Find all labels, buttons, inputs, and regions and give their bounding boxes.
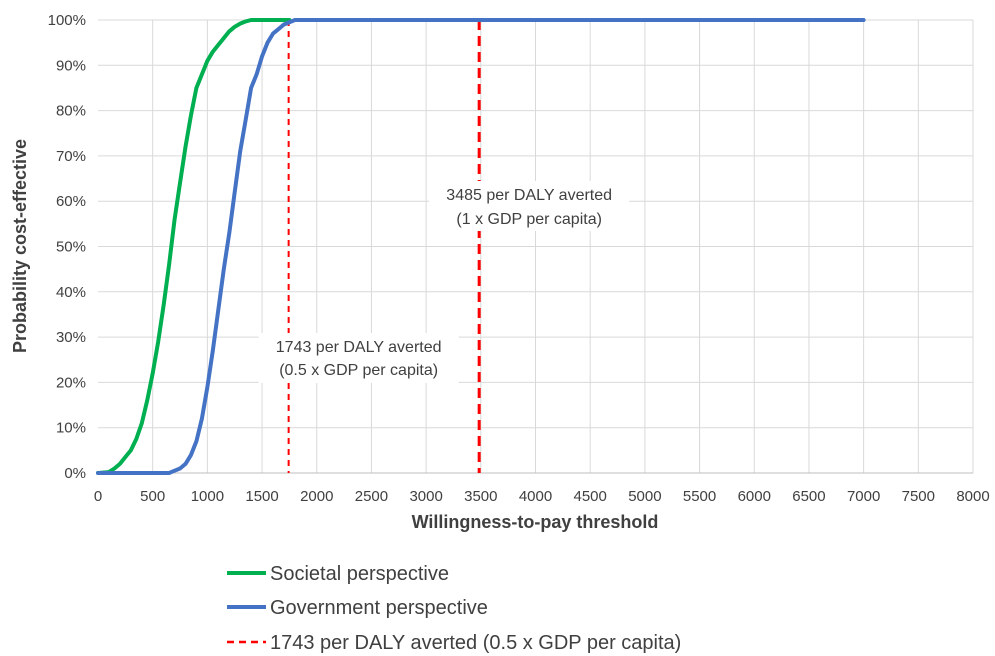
y-tick-label: 50%: [56, 239, 86, 256]
x-tick-label: 4000: [519, 488, 552, 505]
x-tick-label: 1000: [191, 488, 224, 505]
annotations: 1743 per DALY averted (0.5 x GDP per capi…: [258, 181, 630, 383]
series-lines: [96, 18, 866, 475]
series-line: [96, 18, 292, 475]
label-background: [258, 333, 459, 383]
x-tick-label: 5000: [628, 488, 661, 505]
legend-item: Government perspective: [227, 597, 488, 619]
reference-label-text: (1 x GDP per capita): [456, 211, 602, 228]
reference-label-text: 3485 per DALY averted: [446, 187, 612, 204]
reference-label-text: (0.5 x GDP per capita): [279, 362, 438, 379]
y-tick-label: 100%: [48, 12, 86, 29]
reference-lines: [287, 20, 481, 473]
y-axis-ticks: 0% 10% 20% 30% 40% 50% 60% 70% 80% 90% 100%: [48, 12, 86, 482]
x-tick-label: 1500: [245, 488, 278, 505]
x-tick-label: 500: [140, 488, 165, 505]
y-tick-label: 20%: [56, 374, 86, 391]
x-tick-label: 3500: [464, 488, 497, 505]
reference-line-label: 3485 per DALY averted (1 x GDP per capita…: [429, 181, 630, 231]
legend-label: Government perspective: [270, 597, 488, 619]
legend-item: 1743 per DALY averted (0.5 x GDP per cap…: [227, 632, 681, 654]
y-tick-label: 70%: [56, 148, 86, 165]
x-tick-label: 7500: [902, 488, 935, 505]
grid: [98, 19, 974, 473]
x-tick-label: 3000: [409, 488, 442, 505]
x-axis-ticks: 0 500 1000 1500 2000 2500 3000 3500 4000 4500 5000…: [94, 488, 990, 505]
legend: Societal perspective Government perspecti…: [227, 563, 681, 654]
legend-label: Societal perspective: [270, 563, 449, 585]
x-tick-label: 5500: [683, 488, 716, 505]
x-tick-label: 8000: [956, 488, 989, 505]
x-tick-label: 6500: [792, 488, 825, 505]
y-tick-label: 40%: [56, 284, 86, 301]
series-line: [96, 18, 866, 475]
x-tick-label: 6000: [738, 488, 771, 505]
reference-label-text: 1743 per DALY averted: [276, 339, 442, 356]
label-background: [429, 181, 630, 231]
y-tick-label: 0%: [64, 465, 86, 482]
x-tick-label: 0: [94, 488, 102, 505]
y-tick-label: 30%: [56, 329, 86, 346]
x-tick-label: 2500: [355, 488, 388, 505]
x-tick-label: 2000: [300, 488, 333, 505]
reference-line-label: 1743 per DALY averted (0.5 x GDP per capi…: [258, 333, 459, 383]
y-tick-label: 60%: [56, 193, 86, 210]
x-tick-label: 7000: [847, 488, 880, 505]
x-tick-label: 4500: [574, 488, 607, 505]
x-axis-title: Willingness-to-pay threshold: [412, 512, 659, 532]
y-axis-title: Probability cost-effective: [10, 139, 30, 353]
legend-item: Societal perspective: [227, 563, 449, 585]
legend-label: 1743 per DALY averted (0.5 x GDP per cap…: [270, 632, 681, 654]
y-tick-label: 10%: [56, 420, 86, 437]
y-tick-label: 80%: [56, 103, 86, 120]
y-tick-label: 90%: [56, 57, 86, 74]
